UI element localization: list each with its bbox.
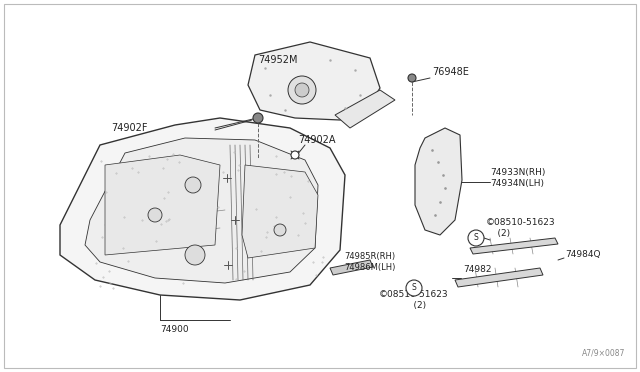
Polygon shape: [242, 165, 318, 258]
Circle shape: [274, 224, 286, 236]
Polygon shape: [105, 155, 220, 255]
Polygon shape: [415, 128, 462, 235]
Circle shape: [468, 230, 484, 246]
Text: S: S: [474, 234, 478, 243]
Circle shape: [295, 83, 309, 97]
Circle shape: [291, 151, 299, 159]
Text: 74985R(RH)
74986M(LH): 74985R(RH) 74986M(LH): [344, 252, 396, 272]
Text: 74933N(RH)
74934N(LH): 74933N(RH) 74934N(LH): [490, 168, 545, 188]
Text: 74902F: 74902F: [111, 123, 148, 133]
Circle shape: [288, 76, 316, 104]
Circle shape: [148, 208, 162, 222]
Text: ©08510-51623
    (2): ©08510-51623 (2): [486, 218, 556, 238]
Text: 74900: 74900: [161, 326, 189, 334]
Text: 74984Q: 74984Q: [565, 250, 600, 260]
Text: A7/9×0087: A7/9×0087: [582, 349, 625, 358]
Circle shape: [406, 280, 422, 296]
Polygon shape: [85, 138, 318, 283]
Text: 74902A: 74902A: [298, 135, 335, 145]
Text: ©08510-51623
    (2): ©08510-51623 (2): [379, 290, 449, 310]
Polygon shape: [470, 238, 558, 254]
Circle shape: [185, 245, 205, 265]
Circle shape: [253, 113, 263, 123]
Text: 74952M: 74952M: [258, 55, 298, 65]
Text: S: S: [412, 283, 417, 292]
Polygon shape: [60, 118, 345, 300]
Polygon shape: [335, 90, 395, 128]
Text: 76948E: 76948E: [432, 67, 469, 77]
Circle shape: [408, 74, 416, 82]
Text: 74982: 74982: [463, 266, 492, 275]
Polygon shape: [330, 260, 373, 275]
Circle shape: [185, 177, 201, 193]
Polygon shape: [248, 42, 380, 120]
Polygon shape: [455, 268, 543, 287]
